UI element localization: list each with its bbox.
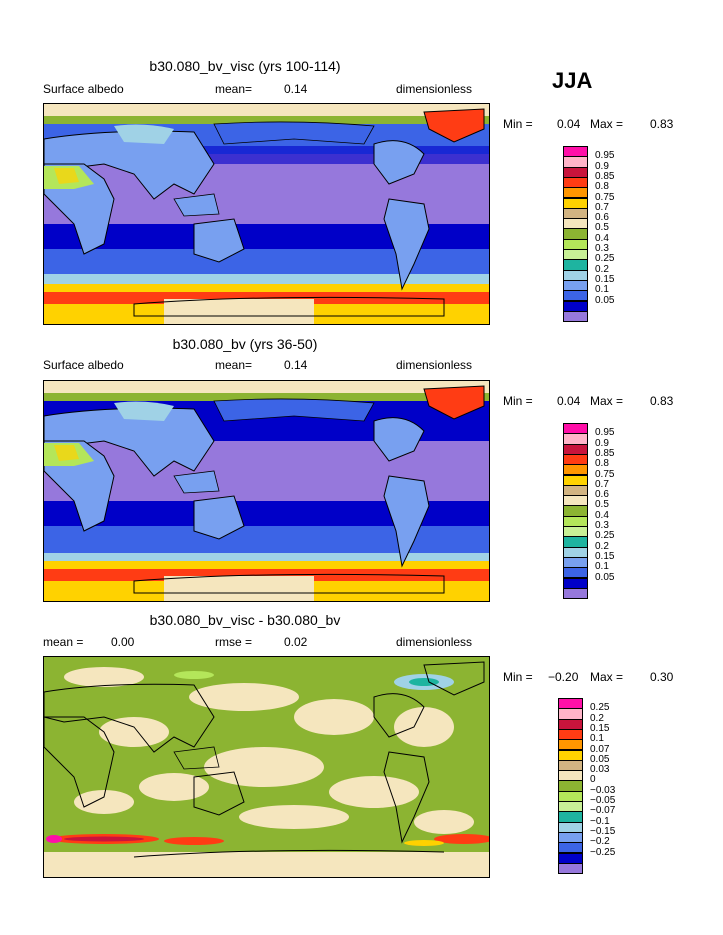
panel-3-mean-value: 0.00 (111, 635, 135, 649)
colorbar-label: 0.75 (595, 468, 615, 480)
panel-3-max-label: Max = (590, 670, 624, 684)
panel-2-colorbar: 0.95 0.9 0.85 0.8 0.75 0.7 0.6 0.5 0.4 0… (563, 423, 643, 600)
panel-1-colorbar: 0.95 0.9 0.85 0.8 0.75 0.7 0.6 0.5 0.4 0… (563, 146, 643, 323)
colorbar-label: 0 (590, 774, 596, 786)
colorbar-label: 0.3 (595, 520, 609, 531)
panel-1-units: dimensionless (396, 82, 473, 96)
colorbar-swatch (563, 587, 588, 600)
colorbar-label: 0.3 (595, 243, 609, 254)
colorbar-label: 0.6 (595, 489, 609, 501)
colorbar-label: 0.25 (595, 530, 615, 542)
colorbar-label: 0.85 (595, 447, 615, 459)
colorbar-label: 0.1 (595, 561, 609, 573)
panel-2-min-value: 0.04 (557, 394, 581, 408)
colorbar-label: 0.15 (595, 273, 615, 285)
colorbar-label: 0.25 (590, 702, 610, 714)
panel-3-colorbar: 0.25 0.2 0.15 0.1 0.07 0.05 0.03 0 −0.03… (558, 698, 648, 875)
panel-1-min-value: 0.04 (557, 117, 581, 131)
colorbar-swatch (558, 862, 583, 875)
panel-3-map (43, 656, 490, 878)
colorbar-label: 0.6 (595, 212, 609, 224)
panel-1-max-label: Max = (590, 117, 624, 131)
panel-3-rmse-label: rmse = (215, 635, 253, 649)
panel-2-title: b30.080_bv (yrs 36-50) (172, 336, 318, 352)
panel-3-rmse-value: 0.02 (284, 635, 308, 649)
panel-3-units: dimensionless (396, 635, 473, 649)
colorbar-label: −0.15 (590, 825, 616, 837)
colorbar-label: 0.2 (595, 263, 609, 275)
colorbar-label: 0.95 (595, 427, 615, 439)
panel-1-title: b30.080_bv_visc (yrs 100-114) (149, 58, 341, 74)
colorbar-label: −0.1 (590, 815, 610, 827)
colorbar-label: 0.03 (590, 764, 610, 776)
season-label: JJA (552, 68, 593, 93)
colorbar-label: −0.2 (590, 836, 610, 848)
colorbar-label: 0.4 (595, 509, 609, 521)
colorbar-label: 0.05 (595, 571, 615, 583)
panel-2-min-label: Min = (503, 394, 533, 408)
panel-3-max-value: 0.30 (650, 670, 674, 684)
panel-3-title: b30.080_bv_visc - b30.080_bv (149, 612, 341, 628)
colorbar-label: 0.4 (595, 232, 609, 244)
panel-1-variable-label: Surface albedo (43, 82, 124, 96)
colorbar-label: 0.9 (595, 437, 609, 449)
panel-2-max-label: Max = (590, 394, 624, 408)
colorbar-label: 0.7 (595, 478, 609, 490)
panel-3-mean-label: mean = (43, 635, 84, 649)
panel-2-max-value: 0.83 (650, 394, 674, 408)
colorbar-label: 0.2 (590, 712, 604, 724)
colorbar-label: −0.05 (590, 795, 616, 806)
colorbar-label: 0.8 (595, 458, 609, 470)
colorbar-label: 0.07 (590, 743, 610, 755)
colorbar-label: 0.1 (590, 733, 604, 745)
colorbar-label: 0.15 (595, 550, 615, 562)
colorbar-label: 0.9 (595, 160, 609, 172)
colorbar-label: 0.05 (595, 294, 615, 306)
colorbar-label: 0.15 (590, 722, 610, 734)
colorbar-label: 0.05 (590, 753, 610, 765)
panel-3-min-value: −0.20 (548, 670, 579, 684)
colorbar-label: 0.85 (595, 170, 615, 182)
panel-1-mean-label: mean= (215, 82, 253, 96)
colorbar-label: −0.03 (590, 784, 616, 796)
colorbar-swatch (563, 310, 588, 323)
colorbar-label: 0.5 (595, 499, 609, 511)
panel-2-mean-value: 0.14 (284, 358, 308, 372)
colorbar-label: −0.25 (590, 846, 616, 858)
panel-1-max-value: 0.83 (650, 117, 674, 131)
panel-1-map (43, 103, 490, 325)
panel-2-variable-label: Surface albedo (43, 358, 124, 372)
colorbar-label: −0.07 (590, 805, 616, 817)
colorbar-label: 0.95 (595, 150, 615, 162)
colorbar-label: 0.75 (595, 191, 615, 203)
panel-2-units: dimensionless (396, 358, 473, 372)
panel-3-min-label: Min = (503, 670, 533, 684)
panel-2-mean-label: mean= (215, 358, 253, 372)
colorbar-label: 0.2 (595, 540, 609, 552)
panel-1-mean-value: 0.14 (284, 82, 308, 96)
colorbar-label: 0.5 (595, 222, 609, 234)
colorbar-label: 0.7 (595, 201, 609, 213)
colorbar-label: 0.1 (595, 284, 609, 296)
colorbar-label: 0.8 (595, 181, 609, 193)
colorbar-label: 0.25 (595, 253, 615, 265)
panel-1-min-label: Min = (503, 117, 533, 131)
panel-2-map (43, 380, 490, 602)
